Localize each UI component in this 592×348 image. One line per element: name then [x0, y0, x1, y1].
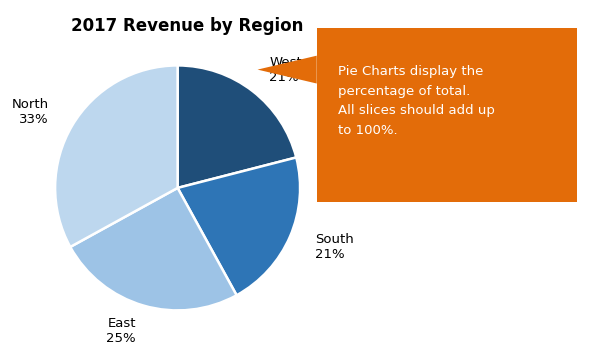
Wedge shape: [55, 65, 178, 247]
Text: 2017 Revenue by Region: 2017 Revenue by Region: [71, 17, 304, 35]
Text: West
21%: West 21%: [269, 56, 302, 84]
Text: East
25%: East 25%: [107, 317, 136, 346]
Wedge shape: [70, 188, 237, 310]
FancyBboxPatch shape: [317, 28, 577, 202]
Text: North
33%: North 33%: [12, 98, 49, 126]
Wedge shape: [178, 157, 300, 295]
Text: Pie Charts display the
percentage of total.
All slices should add up
to 100%.: Pie Charts display the percentage of tot…: [337, 65, 494, 137]
Polygon shape: [258, 56, 317, 84]
Text: South
21%: South 21%: [315, 233, 353, 261]
Wedge shape: [178, 65, 296, 188]
